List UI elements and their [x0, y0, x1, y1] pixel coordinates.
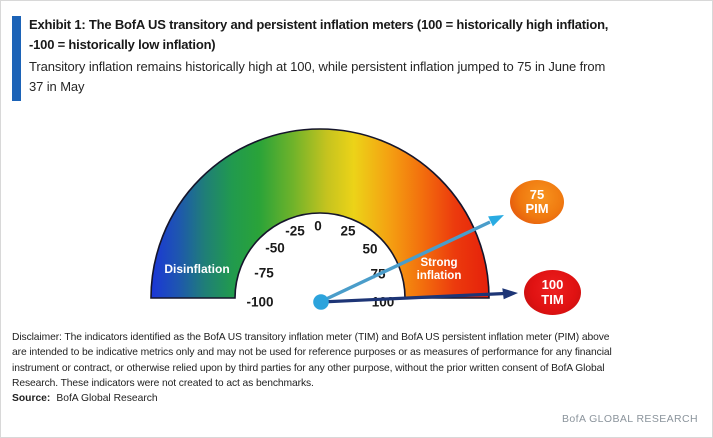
gauge-tick--75: -75: [254, 265, 274, 281]
exhibit-subtitle-line2: 37 in May: [29, 79, 85, 94]
pim-badge-label: PIM: [525, 201, 549, 216]
gauge-tick-75: 75: [370, 266, 386, 282]
gauge-tick--50: -50: [265, 240, 285, 256]
strong-inflation-label-line2: inflation: [416, 270, 462, 282]
disclaimer-line2: are intended to be indicative metrics on…: [12, 347, 612, 359]
exhibit-title-line1: Exhibit 1: The BofA US transitory and pe…: [29, 17, 609, 32]
gauge-tick-25: 25: [340, 223, 356, 239]
bofa-global-research-watermark: BofA GLOBAL RESEARCH: [562, 413, 698, 425]
gauge-tick--100: -100: [246, 294, 274, 310]
disclaimer-line1: Disclaimer: The indicators identified as…: [12, 332, 610, 343]
disclaimer-line4: Research. These indicators were not crea…: [12, 377, 314, 389]
exhibit-subtitle: Transitory inflation remains historicall…: [29, 57, 605, 97]
disclaimer-line3: instrument or contract, or otherwise rel…: [12, 362, 605, 374]
title-accent-bar: [12, 16, 21, 101]
exhibit-subtitle-line1: Transitory inflation remains historicall…: [29, 59, 606, 74]
disinflation-label: Disinflation: [164, 262, 230, 276]
pim-value-badge: 75 PIM: [510, 180, 564, 224]
gauge-tick-100: 100: [371, 294, 395, 310]
exhibit-title: Exhibit 1: The BofA US transitory and pe…: [29, 15, 608, 55]
gauge-tick-0: 0: [314, 218, 322, 234]
source-label: Source:: [12, 393, 51, 404]
source-line: Source: BofA Global Research: [12, 391, 158, 406]
source-value: BofA Global Research: [56, 393, 158, 404]
pim-badge-value: 75: [529, 186, 545, 202]
tim-badge-value: 100: [541, 277, 564, 292]
disclaimer-text: Disclaimer: The indicators identified as…: [12, 330, 710, 391]
strong-inflation-label: Strong inflation: [417, 257, 462, 283]
exhibit-title-line2: -100 = historically low inflation): [29, 37, 216, 52]
gauge-tick--25: -25: [285, 223, 305, 239]
gauge-tick-50: 50: [362, 241, 378, 257]
strong-inflation-label-line1: Strong: [420, 257, 458, 269]
tim-value-badge: 100 TIM: [524, 270, 581, 315]
tim-badge-label: TIM: [541, 291, 564, 307]
